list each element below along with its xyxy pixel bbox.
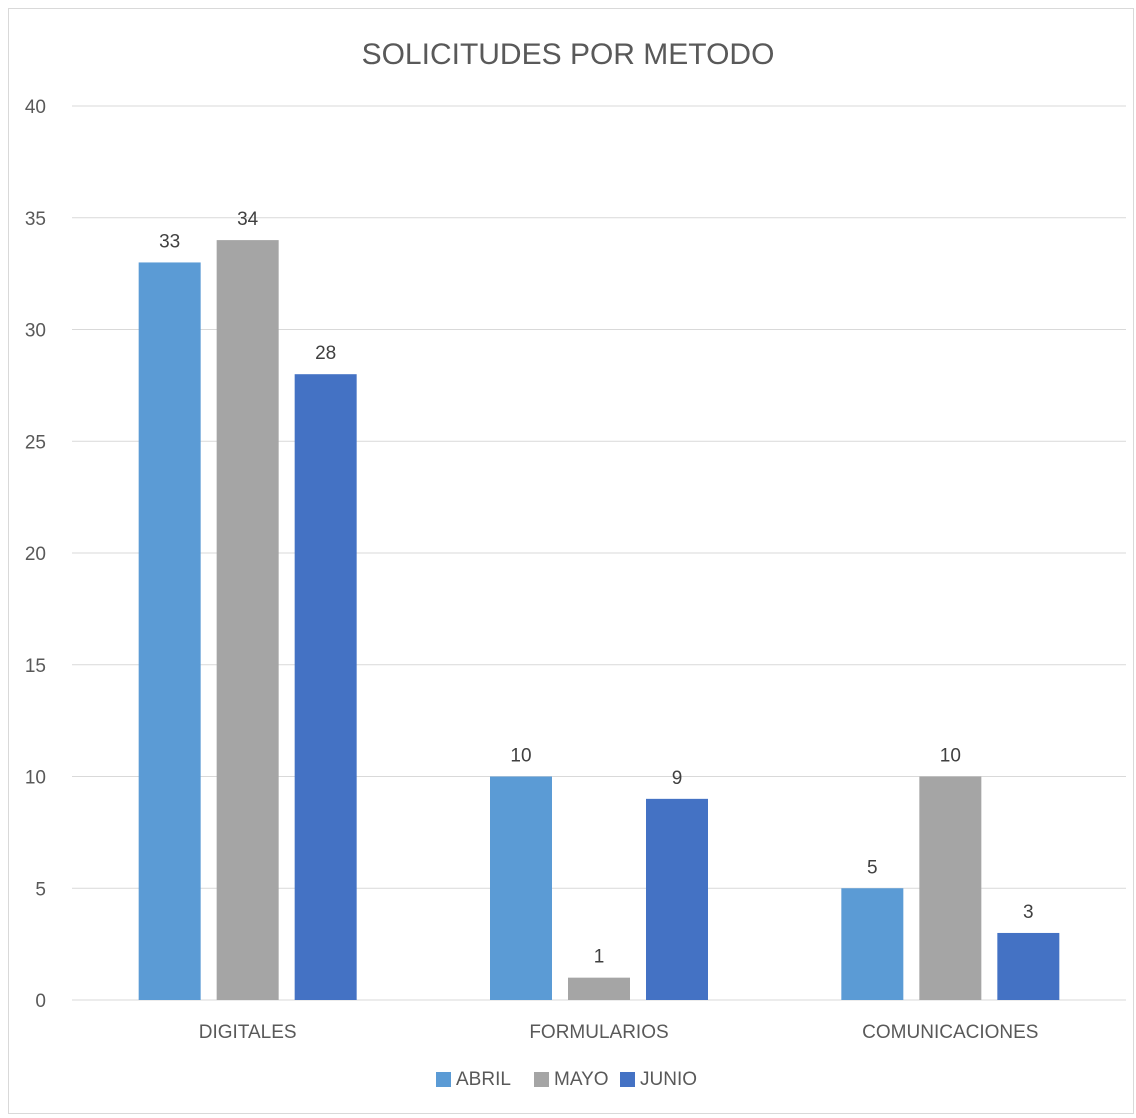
- legend-label-junio: JUNIO: [640, 1069, 697, 1090]
- data-label: 33: [159, 231, 180, 252]
- bar-abril-formularios: [490, 776, 552, 1000]
- legend-swatch-junio: [620, 1072, 635, 1087]
- y-tick-label: 5: [35, 879, 46, 900]
- y-tick-label: 15: [25, 656, 46, 677]
- bar-junio-formularios: [646, 798, 708, 1000]
- legend: ABRIL MAYO JUNIO: [436, 1069, 697, 1090]
- bar-junio-comunicaciones: [997, 932, 1060, 1000]
- data-label: 10: [510, 746, 531, 767]
- data-label: 9: [672, 768, 683, 789]
- legend-label-mayo: MAYO: [554, 1069, 609, 1090]
- data-labels: 33 34 28 10 1 9 5 10 3: [159, 209, 1034, 968]
- y-tick-label: 25: [25, 432, 46, 453]
- y-tick-label: 0: [35, 991, 46, 1012]
- data-label: 5: [867, 857, 878, 878]
- y-tick-label: 20: [25, 544, 46, 565]
- y-tick-label: 40: [25, 97, 46, 118]
- bar-mayo-digitales: [216, 240, 279, 1001]
- legend-label-abril: ABRIL: [456, 1069, 511, 1090]
- y-tick-label: 35: [25, 209, 46, 230]
- data-label: 34: [237, 209, 259, 230]
- data-label: 3: [1023, 902, 1034, 923]
- bars: [138, 240, 1060, 1001]
- y-tick-label: 30: [25, 321, 46, 342]
- y-axis-tick-labels: 0 5 10 15 20 25 30 35 40: [25, 97, 46, 1012]
- bar-abril-digitales: [138, 262, 201, 1000]
- bar-junio-digitales: [294, 374, 357, 1000]
- bar-mayo-formularios: [568, 977, 630, 1000]
- data-label: 10: [940, 746, 961, 767]
- legend-swatch-abril: [436, 1072, 451, 1087]
- data-label: 28: [315, 343, 336, 364]
- x-category-label: DIGITALES: [199, 1022, 297, 1043]
- y-tick-label: 10: [25, 768, 46, 789]
- x-category-label: COMUNICACIONES: [862, 1022, 1038, 1043]
- x-axis-category-labels: DIGITALES FORMULARIOS COMUNICACIONES: [199, 1022, 1039, 1043]
- chart-title: SOLICITUDES POR METODO: [362, 38, 775, 71]
- bar-abril-comunicaciones: [841, 888, 904, 1000]
- bar-mayo-comunicaciones: [919, 776, 982, 1000]
- legend-swatch-mayo: [534, 1072, 549, 1087]
- x-category-label: FORMULARIOS: [529, 1022, 668, 1043]
- data-label: 1: [594, 947, 605, 968]
